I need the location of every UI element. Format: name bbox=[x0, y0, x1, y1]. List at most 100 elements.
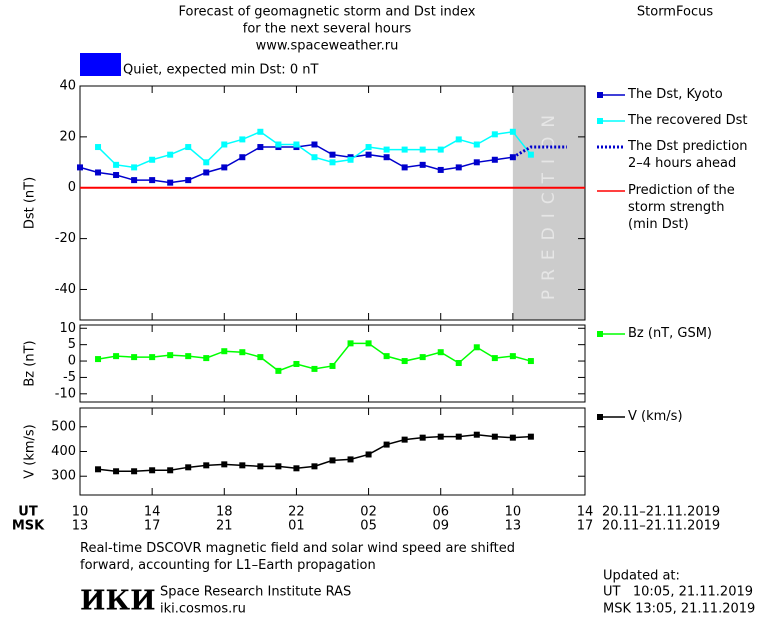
data-point bbox=[293, 360, 300, 367]
data-point bbox=[95, 144, 102, 151]
data-point bbox=[149, 467, 156, 474]
y-tick-label: 20 bbox=[59, 129, 76, 144]
data-point bbox=[167, 151, 174, 158]
data-point bbox=[329, 362, 336, 369]
data-point bbox=[113, 468, 120, 475]
y-tick-label: 400 bbox=[51, 444, 76, 459]
msk-tick-label: 21 bbox=[216, 519, 233, 534]
data-point bbox=[491, 355, 498, 362]
data-point bbox=[293, 141, 300, 148]
updated-label: Updated at: bbox=[603, 569, 680, 584]
data-point bbox=[437, 166, 444, 173]
data-point bbox=[365, 451, 372, 458]
msk-tick-label: 17 bbox=[577, 519, 594, 534]
data-point bbox=[347, 340, 354, 347]
data-point bbox=[257, 144, 264, 151]
legend-label: V (km/s) bbox=[628, 409, 683, 424]
data-point bbox=[167, 179, 174, 186]
data-point bbox=[365, 144, 372, 151]
plot-frame bbox=[79, 407, 586, 496]
updated-ut: UT 10:05, 21.11.2019 bbox=[603, 585, 753, 600]
legend-label: The Dst prediction 2–4 hours ahead bbox=[628, 139, 748, 171]
data-point bbox=[419, 354, 426, 361]
data-point bbox=[311, 365, 318, 372]
data-point bbox=[77, 164, 83, 171]
y-tick-label: 500 bbox=[51, 419, 76, 434]
data-point bbox=[455, 136, 462, 143]
legend-marker bbox=[597, 92, 603, 98]
data-point bbox=[149, 177, 156, 184]
data-point bbox=[131, 164, 138, 171]
y-tick-label: 0 bbox=[68, 354, 76, 369]
msk-tick-label: 01 bbox=[288, 519, 305, 534]
data-point bbox=[185, 464, 192, 471]
data-point bbox=[365, 340, 372, 347]
data-point bbox=[221, 461, 228, 468]
data-point bbox=[347, 156, 354, 163]
y-tick-label: -5 bbox=[63, 370, 76, 385]
data-point bbox=[329, 159, 336, 166]
msk-tick-label: 09 bbox=[432, 519, 449, 534]
data-point bbox=[329, 151, 336, 158]
ut-tick-label: 06 bbox=[432, 505, 449, 520]
y-axis-label: V (km/s) bbox=[23, 424, 38, 479]
ut-tick-label: 18 bbox=[216, 505, 233, 520]
data-point bbox=[275, 367, 282, 374]
data-point bbox=[311, 141, 318, 148]
data-point bbox=[239, 154, 246, 161]
data-point bbox=[509, 353, 516, 360]
data-point bbox=[113, 353, 120, 360]
updated-msk: MSK 13:05, 21.11.2019 bbox=[603, 602, 755, 617]
ut-tick-label: 14 bbox=[144, 505, 161, 520]
y-tick-label: 0 bbox=[68, 180, 76, 195]
data-point bbox=[275, 141, 282, 148]
logo: ИКИ bbox=[80, 586, 156, 617]
data-point bbox=[311, 154, 318, 161]
data-point bbox=[473, 431, 480, 438]
data-point bbox=[473, 141, 480, 148]
series-line bbox=[97, 130, 532, 169]
data-point bbox=[203, 159, 210, 166]
data-point bbox=[455, 360, 462, 367]
data-point bbox=[275, 463, 282, 470]
data-point bbox=[473, 159, 480, 166]
legend-marker bbox=[597, 118, 603, 124]
y-tick-label: 300 bbox=[51, 469, 76, 484]
data-point bbox=[95, 466, 102, 473]
status-box bbox=[80, 53, 121, 76]
data-point bbox=[527, 433, 534, 440]
data-point bbox=[131, 354, 138, 361]
data-point bbox=[203, 462, 210, 469]
msk-label: MSK bbox=[12, 519, 45, 534]
data-point bbox=[257, 463, 264, 470]
ut-tick-label: 10 bbox=[72, 505, 89, 520]
site: iki.cosmos.ru bbox=[160, 602, 246, 617]
legend-label: The Dst, Kyoto bbox=[628, 87, 723, 102]
data-point bbox=[167, 467, 174, 474]
data-point bbox=[203, 355, 210, 362]
legend-label: Bz (nT, GSM) bbox=[628, 326, 713, 341]
data-point bbox=[131, 468, 138, 475]
legend-label: Prediction of the storm strength (min Ds… bbox=[628, 183, 735, 232]
data-point bbox=[437, 433, 444, 440]
y-tick-label: 5 bbox=[68, 337, 76, 352]
title-line: Forecast of geomagnetic storm and Dst in… bbox=[178, 5, 475, 20]
data-point bbox=[131, 177, 138, 184]
data-point bbox=[383, 353, 390, 360]
data-point bbox=[185, 144, 192, 151]
msk-date: 20.11–21.11.2019 bbox=[602, 519, 720, 534]
data-point bbox=[329, 457, 336, 464]
data-point bbox=[401, 358, 408, 365]
y-tick-label: -20 bbox=[55, 231, 76, 246]
brand: StormFocus bbox=[637, 5, 713, 20]
prediction-region bbox=[512, 86, 585, 320]
data-point bbox=[419, 146, 426, 153]
data-point bbox=[149, 354, 156, 361]
data-point bbox=[221, 141, 228, 148]
title-line: www.spaceweather.ru bbox=[256, 39, 399, 54]
data-point bbox=[365, 151, 372, 158]
data-point bbox=[95, 356, 102, 363]
data-point bbox=[113, 161, 120, 168]
series-line bbox=[512, 145, 567, 159]
prediction-label: PREDICTION bbox=[539, 106, 559, 300]
